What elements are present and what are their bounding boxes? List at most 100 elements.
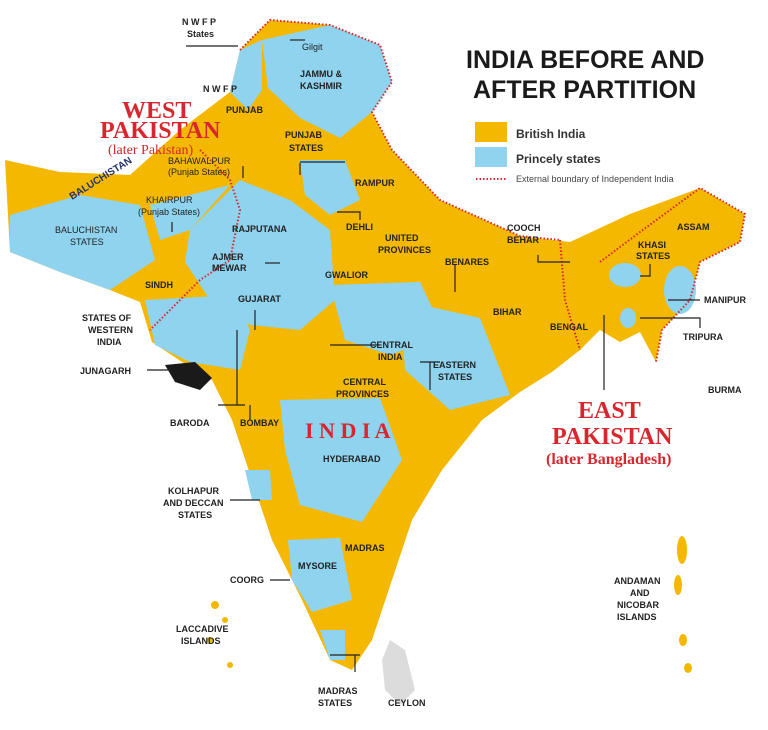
khasi-states-region bbox=[609, 263, 641, 287]
title-line-1: INDIA BEFORE AND bbox=[466, 46, 704, 74]
label-madras-states-2: STATES bbox=[318, 698, 352, 708]
label-andaman: ANDAMAN bbox=[614, 576, 661, 586]
khairpur-region bbox=[150, 185, 230, 240]
label-andaman-2: AND bbox=[630, 588, 650, 598]
tripura-region bbox=[620, 308, 636, 328]
label-sindh: SINDH bbox=[145, 280, 173, 290]
eastern-states-region bbox=[400, 300, 510, 410]
hyderabad-region bbox=[280, 398, 402, 522]
label-central-india: CENTRAL bbox=[370, 340, 413, 350]
label-bombay: BOMBAY bbox=[240, 418, 279, 428]
legend-princely-states-label: Princely states bbox=[516, 152, 601, 166]
west-pakistan-label-2: PAKISTAN bbox=[100, 118, 221, 144]
label-assam: ASSAM bbox=[677, 222, 710, 232]
legend-princely-states-swatch bbox=[475, 147, 507, 167]
leader-lines bbox=[147, 39, 701, 672]
label-ajmer-mewar: AJMER bbox=[212, 252, 244, 262]
label-kolhapur: KOLHAPUR bbox=[168, 486, 219, 496]
label-laccadive-2: ISLANDS bbox=[181, 636, 221, 646]
label-burma: BURMA bbox=[708, 385, 742, 395]
east-pakistan-note: (later Bangladesh) bbox=[546, 451, 671, 468]
india-label: I N D I A bbox=[305, 418, 391, 443]
label-states-of-western-india: STATES OF bbox=[82, 313, 132, 323]
label-manipur: MANIPUR bbox=[704, 295, 746, 305]
label-madras: MADRAS bbox=[345, 543, 385, 553]
label-tripura: TRIPURA bbox=[683, 332, 723, 342]
label-kolhapur-3: STATES bbox=[178, 510, 212, 520]
label-united-provinces-2: PROVINCES bbox=[378, 245, 431, 255]
label-ajmer-mewar-2: MEWAR bbox=[212, 263, 247, 273]
label-dehli: DEHLI bbox=[346, 222, 373, 232]
label-mysore: MYSORE bbox=[298, 561, 337, 571]
label-hyderabad: HYDERABAD bbox=[323, 454, 381, 464]
label-central-provinces-2: PROVINCES bbox=[336, 389, 389, 399]
nwfp-states-region bbox=[230, 40, 262, 110]
label-baroda: BARODA bbox=[170, 418, 210, 428]
junagarh-region bbox=[165, 362, 212, 390]
label-jammu-kashmir: JAMMU & bbox=[300, 69, 342, 79]
punjab-states-region bbox=[300, 160, 360, 215]
princely-states bbox=[10, 25, 696, 660]
label-andaman-3: NICOBAR bbox=[617, 600, 659, 610]
label-khasi-states: KHASI bbox=[638, 240, 666, 250]
label-benares: BENARES bbox=[445, 257, 489, 267]
laccadive-islands bbox=[207, 601, 233, 668]
label-gujarat: GUJARAT bbox=[238, 294, 281, 304]
label-baluchistan-states-2: STATES bbox=[70, 237, 104, 247]
label-bahawalpur-2: (Punjab States) bbox=[168, 167, 230, 177]
label-baluchistan-states: BALUCHISTAN bbox=[55, 225, 117, 235]
label-nwfp-states: N W F P bbox=[182, 17, 216, 27]
label-rajputana: RAJPUTANA bbox=[232, 224, 287, 234]
kolhapur-region bbox=[245, 470, 272, 500]
label-kolhapur-2: AND DECCAN bbox=[163, 498, 224, 508]
label-jammu-kashmir-2: KASHMIR bbox=[300, 81, 342, 91]
madras-states-region bbox=[320, 630, 345, 660]
label-punjab-states: PUNJAB bbox=[285, 130, 323, 140]
gujarat-region bbox=[145, 295, 250, 370]
label-laccadive: LACCADIVE bbox=[176, 624, 229, 634]
label-junagarh: JUNAGARH bbox=[80, 366, 131, 376]
label-bengal: BENGAL bbox=[550, 322, 589, 332]
label-punjab-states-2: STATES bbox=[289, 143, 323, 153]
label-gwalior: GWALIOR bbox=[325, 270, 368, 280]
label-coorg: COORG bbox=[230, 575, 264, 585]
legend-british-india-label: British India bbox=[516, 127, 586, 141]
label-nwfp: N W F P bbox=[203, 84, 237, 94]
label-united-provinces: UNITED bbox=[385, 233, 419, 243]
baluchistan-states-region bbox=[10, 195, 155, 290]
legend-boundary-label: External boundary of Independent India bbox=[516, 174, 674, 184]
label-states-of-western-india-2: WESTERN bbox=[88, 325, 133, 335]
label-central-india-2: INDIA bbox=[378, 352, 403, 362]
jammu-kashmir-region bbox=[262, 25, 392, 138]
label-bihar: BIHAR bbox=[493, 307, 522, 317]
label-andaman-4: ISLANDS bbox=[617, 612, 657, 622]
legend-british-india-swatch bbox=[475, 122, 507, 142]
label-ceylon: CEYLON bbox=[388, 698, 426, 708]
label-madras-states: MADRAS bbox=[318, 686, 358, 696]
label-nwfp-states-2: States bbox=[187, 29, 214, 39]
west-pakistan-note: (later Pakistan) bbox=[108, 143, 193, 158]
label-states-of-western-india-3: INDIA bbox=[97, 337, 122, 347]
rajputana-region bbox=[185, 180, 335, 330]
east-pakistan-label: EAST bbox=[578, 398, 641, 424]
ceylon-island bbox=[382, 640, 415, 705]
label-central-provinces: CENTRAL bbox=[343, 377, 386, 387]
label-bahawalpur: BAHAWALPUR bbox=[168, 156, 231, 166]
east-pakistan-label-2: PAKISTAN bbox=[552, 424, 673, 450]
label-khasi-states-2: STATES bbox=[636, 251, 670, 261]
title-line-2: AFTER PARTITION bbox=[473, 76, 696, 104]
label-khairpur: KHAIRPUR bbox=[146, 195, 193, 205]
west-pakistan-label: WEST bbox=[122, 98, 191, 124]
label-eastern-states-2: STATES bbox=[438, 372, 472, 382]
manipur-region bbox=[664, 266, 696, 314]
label-khairpur-2: (Punjab States) bbox=[138, 207, 200, 217]
label-punjab: PUNJAB bbox=[226, 105, 264, 115]
mysore-region bbox=[288, 538, 352, 612]
label-eastern-states: EASTERN bbox=[433, 360, 476, 370]
label-cooch-behar: COOCH bbox=[507, 223, 541, 233]
label-gilgit: Gilgit bbox=[302, 42, 323, 52]
label-rampur: RAMPUR bbox=[355, 178, 395, 188]
andaman-islands bbox=[674, 536, 692, 673]
